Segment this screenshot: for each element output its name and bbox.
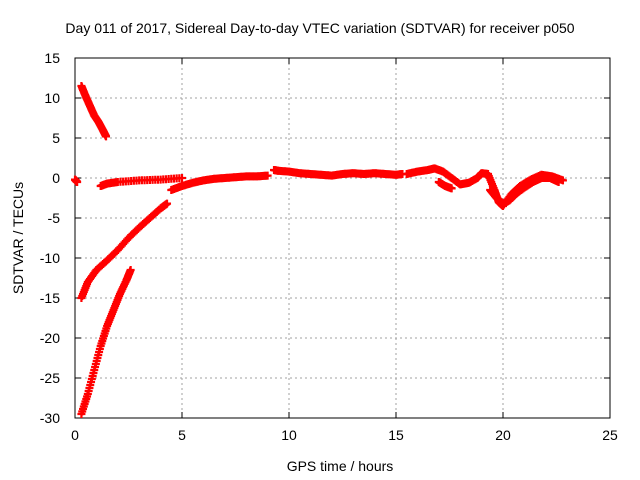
- data-point: [263, 171, 272, 180]
- axis-ticks: [74, 57, 611, 419]
- series-arc-8: [402, 164, 567, 210]
- x-tick-label: 15: [388, 427, 404, 443]
- x-tick-label: 25: [602, 427, 618, 443]
- y-tick-label: 0: [52, 170, 60, 186]
- data-point: [102, 132, 111, 141]
- data-point: [447, 184, 456, 193]
- y-axis-label: SDTVAR / TECUs: [10, 181, 26, 295]
- x-axis-label: GPS time / hours: [286, 458, 394, 474]
- series-arc-2: [77, 199, 172, 302]
- data-point: [73, 178, 82, 186]
- x-tick-label: 10: [281, 427, 297, 443]
- y-tick-label: -20: [40, 330, 60, 346]
- y-tick-label: 15: [44, 50, 60, 66]
- x-tick-label: 20: [495, 427, 511, 443]
- y-tick-label: -5: [48, 210, 61, 226]
- series-arc-1: [77, 82, 111, 141]
- data-points: [71, 82, 567, 418]
- series-arc-4: [71, 175, 82, 186]
- data-point: [554, 178, 563, 186]
- series-arc-5: [96, 174, 186, 190]
- series-arc-10: [486, 174, 563, 208]
- y-tick-label: 5: [52, 130, 60, 146]
- plot-frame: [74, 57, 611, 419]
- series-arc-6: [167, 171, 272, 194]
- data-point: [126, 266, 135, 274]
- axis-tick-labels: 0 5 10 15 20 25 15 10 5 0 -5 -10 -15 -20 -25 -30: [40, 50, 618, 443]
- gridlines: [75, 58, 610, 418]
- y-tick-label: -15: [40, 290, 60, 306]
- y-tick-label: -25: [40, 370, 60, 386]
- series-arc-3: [77, 266, 135, 418]
- y-tick-label: -10: [40, 250, 60, 266]
- x-tick-label: 0: [71, 427, 79, 443]
- series-arc-7: [270, 166, 407, 180]
- chart-title: Day 011 of 2017, Sidereal Day-to-day VTE…: [65, 20, 575, 36]
- y-tick-label: 10: [44, 90, 60, 106]
- data-point: [178, 174, 186, 182]
- data-point: [163, 199, 172, 208]
- x-tick-label: 5: [178, 427, 186, 443]
- y-tick-label: -30: [40, 410, 60, 426]
- series-arc-9: [434, 178, 456, 193]
